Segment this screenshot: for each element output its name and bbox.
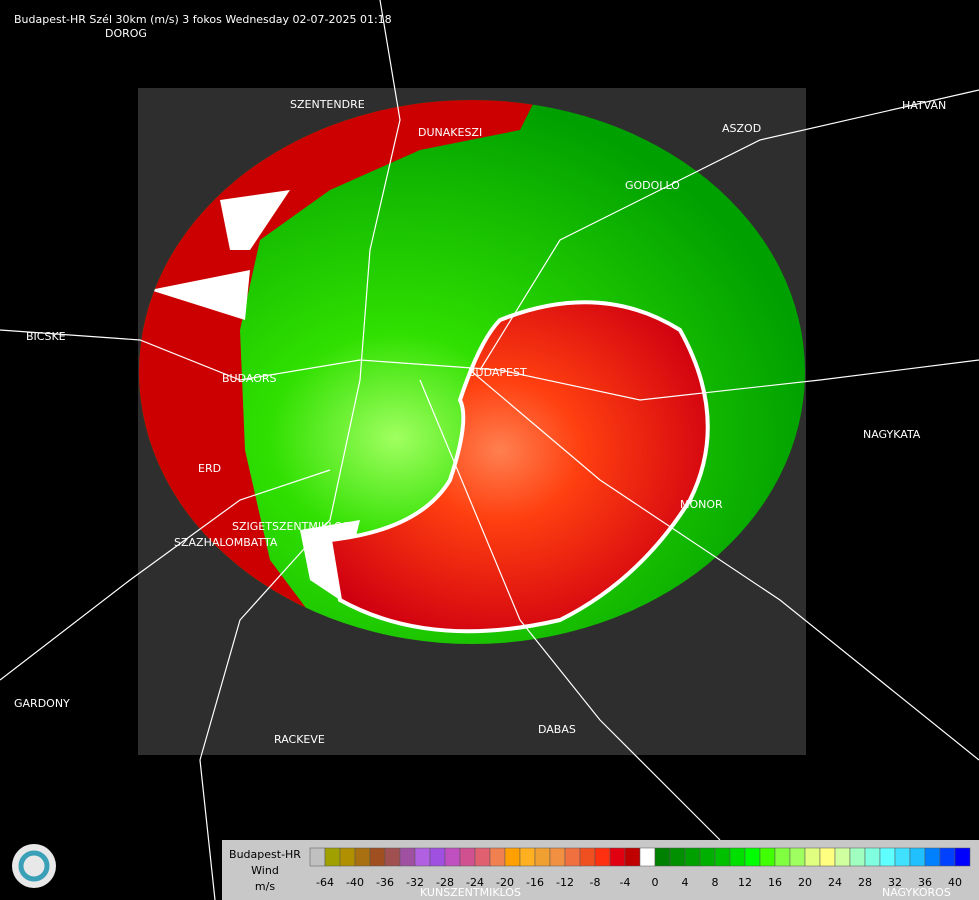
legend-tick-label: 32	[888, 876, 902, 889]
legend-swatch	[399, 847, 416, 867]
legend-swatch	[639, 847, 656, 867]
place-label: NAGYKOROS	[882, 886, 951, 899]
legend-swatch	[324, 847, 341, 867]
legend-swatch	[849, 847, 866, 867]
legend-tick-label: 36	[918, 876, 932, 889]
legend-tick-label: 4	[682, 876, 689, 889]
legend-swatch	[909, 847, 926, 867]
place-label: DOROG	[105, 27, 147, 40]
legend-swatch	[939, 847, 956, 867]
place-label: ASZOD	[722, 122, 761, 135]
legend-swatch	[744, 847, 761, 867]
place-label: GARDONY	[14, 697, 70, 710]
legend-swatch	[369, 847, 386, 867]
legend-tick-label: 28	[858, 876, 872, 889]
legend-swatch	[954, 847, 971, 867]
legend-swatch	[924, 847, 941, 867]
legend-swatch	[894, 847, 911, 867]
legend-swatch	[819, 847, 836, 867]
legend-swatch	[729, 847, 746, 867]
legend-swatch	[549, 847, 566, 867]
place-label: SZIGETSZENTMIKLOS	[232, 520, 350, 533]
legend-swatch	[684, 847, 701, 867]
place-label: NAGYKATA	[863, 428, 921, 441]
logo-mark	[18, 850, 50, 882]
legend-station: Budapest-HR	[229, 848, 301, 861]
place-label: MONOR	[680, 498, 723, 511]
legend-swatch	[879, 847, 896, 867]
place-label: KUNSZENTMIKLOS	[420, 886, 521, 899]
legend-tick-label: -64	[316, 876, 334, 889]
place-label: GODOLLO	[625, 179, 680, 192]
legend-tick-label: -4	[620, 876, 631, 889]
legend-tick-label: -28	[436, 876, 454, 889]
legend-unit: m/s	[255, 880, 275, 893]
place-label: RACKEVE	[274, 733, 325, 746]
legend-swatch	[309, 847, 326, 867]
place-label: DABAS	[538, 723, 576, 736]
legend-tick-label: 16	[768, 876, 782, 889]
title: Budapest-HR Szél 30km (m/s) 3 fokos Wedn…	[14, 13, 392, 26]
place-label: HATVAN	[902, 99, 946, 112]
place-label: DUNAKESZI	[418, 126, 482, 139]
legend-tick-label: 8	[712, 876, 719, 889]
legend-swatch	[714, 847, 731, 867]
legend-tick-label: -36	[376, 876, 394, 889]
place-label: SZAZHALOMBATTA	[174, 536, 278, 549]
legend-tick-label: 24	[828, 876, 842, 889]
legend-swatch	[384, 847, 401, 867]
legend-swatch	[579, 847, 596, 867]
legend-swatch	[774, 847, 791, 867]
legend-tick-label: 40	[948, 876, 962, 889]
legend-tick-label: -40	[346, 876, 364, 889]
legend: Budapest-HR Wind m/s -64 -40 -36 -32 -28 -24-…	[222, 840, 979, 900]
legend-swatch	[789, 847, 806, 867]
legend-swatch	[354, 847, 371, 867]
legend-tick-label: -24	[466, 876, 484, 889]
legend-tick-label: -16	[526, 876, 544, 889]
legend-swatch	[669, 847, 686, 867]
legend-tick-label: 20	[798, 876, 812, 889]
legend-swatch	[804, 847, 821, 867]
legend-tick-label: 0	[652, 876, 659, 889]
legend-tick-label: -32	[406, 876, 424, 889]
place-label: BICSKE	[26, 330, 66, 343]
place-label: BUDAPEST	[468, 366, 527, 379]
legend-swatch	[429, 847, 446, 867]
legend-quantity: Wind	[251, 864, 279, 877]
legend-swatch	[699, 847, 716, 867]
legend-swatch	[504, 847, 521, 867]
legend-swatch	[519, 847, 536, 867]
place-label: SZENTENDRE	[290, 98, 365, 111]
place-label: ERD	[198, 462, 221, 475]
legend-swatch	[564, 847, 581, 867]
legend-tick-label: -20	[496, 876, 514, 889]
legend-swatch	[864, 847, 881, 867]
legend-swatch	[459, 847, 476, 867]
logo	[12, 844, 56, 888]
legend-swatch	[444, 847, 461, 867]
legend-tick-label: -8	[590, 876, 601, 889]
legend-tick-label: -12	[556, 876, 574, 889]
legend-swatch	[414, 847, 431, 867]
legend-tick-label: 12	[738, 876, 752, 889]
legend-swatch	[609, 847, 626, 867]
legend-swatch	[624, 847, 641, 867]
legend-swatch	[654, 847, 671, 867]
place-label: BUDAORS	[222, 372, 277, 385]
legend-swatch	[339, 847, 356, 867]
legend-swatch	[834, 847, 851, 867]
legend-swatch	[759, 847, 776, 867]
legend-swatch	[489, 847, 506, 867]
legend-swatch	[534, 847, 551, 867]
legend-swatch	[474, 847, 491, 867]
legend-swatch	[594, 847, 611, 867]
